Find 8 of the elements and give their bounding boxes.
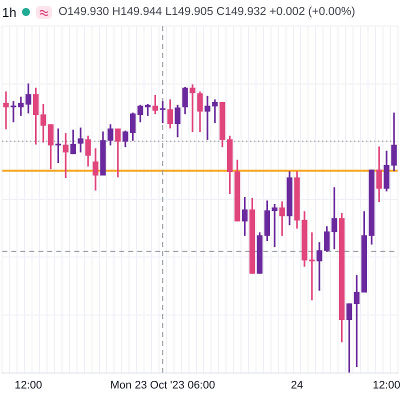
chart-subtitle: O149.930 H149.944 L149.905 C149.932 +0.002 (+0.00%)	[58, 6, 356, 18]
x-tick-label: 12:00	[14, 379, 42, 392]
x-tick-label: Mon 23 Oct '23 06:00	[110, 379, 216, 392]
x-tick-label: 24	[290, 379, 304, 392]
chart-title: 1h	[2, 4, 16, 20]
candlestick	[3, 92, 9, 130]
candlestick	[190, 84, 196, 132]
x-tick-label: 12:00	[372, 379, 400, 392]
